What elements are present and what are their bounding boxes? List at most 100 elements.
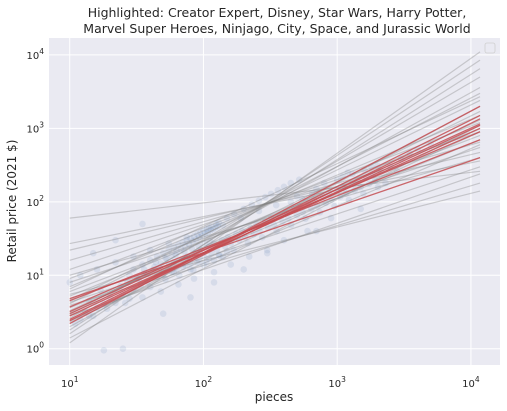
fit-line: [69, 141, 481, 261]
data-point: [215, 251, 222, 259]
x-tick-label: 102: [195, 375, 213, 390]
data-point: [272, 201, 280, 209]
data-point: [205, 255, 213, 262]
data-point: [208, 223, 215, 230]
x-axis-ticks: 101 102 103 104: [61, 375, 480, 390]
data-point: [187, 294, 194, 301]
data-point: [89, 312, 97, 320]
highlighted-fit-line: [69, 114, 481, 321]
data-point: [244, 239, 252, 247]
chart-title-line-1: Highlighted: Creator Expert, Disney, Sta…: [88, 5, 467, 20]
data-point: [313, 185, 320, 193]
data-point: [210, 268, 218, 276]
data-point: [152, 259, 160, 266]
y-tick-label: 104: [26, 47, 44, 62]
data-point: [304, 227, 311, 235]
data-point: [187, 266, 194, 273]
data-point: [207, 226, 214, 234]
data-point: [293, 211, 301, 219]
data-point: [146, 283, 154, 291]
data-point: [227, 261, 235, 268]
data-point: [126, 295, 133, 302]
data-point: [206, 238, 214, 245]
data-point: [299, 195, 306, 203]
data-point: [295, 176, 303, 184]
fit-line: [69, 151, 481, 251]
data-point: [146, 256, 154, 264]
data-point: [165, 246, 173, 254]
data-point: [159, 249, 167, 257]
data-point: [258, 233, 266, 241]
data-point: [189, 238, 196, 245]
data-point: [210, 279, 218, 286]
data-point: [139, 294, 146, 301]
data-point: [176, 272, 183, 279]
data-point: [185, 240, 193, 248]
data-point: [89, 249, 97, 257]
data-point: [223, 248, 231, 255]
data-point: [66, 279, 74, 286]
data-point: [219, 221, 227, 229]
data-point: [198, 232, 206, 240]
data-point: [159, 310, 167, 317]
data-point: [194, 259, 201, 266]
fit-line: [69, 144, 481, 322]
data-point: [293, 192, 301, 200]
fit-line: [69, 99, 481, 301]
data-point: [223, 214, 231, 222]
data-point: [374, 183, 382, 191]
fit-line: [69, 173, 481, 317]
data-point: [130, 253, 137, 260]
data-point: [344, 169, 352, 176]
y-axis-ticks: 100 101 102 103 104: [26, 47, 44, 356]
data-point: [209, 225, 217, 233]
y-tick-label: 103: [26, 120, 44, 135]
data-point: [261, 193, 269, 201]
y-tick-label: 101: [26, 267, 44, 282]
data-point: [274, 186, 282, 194]
data-point: [287, 179, 295, 187]
data-point: [248, 201, 256, 208]
highlighted-fit-lines: [69, 105, 481, 325]
data-point: [119, 345, 127, 353]
data-point: [179, 239, 187, 246]
y-axis-label: Retail price (2021 $): [5, 140, 19, 263]
data-point: [273, 227, 281, 235]
data-point: [175, 241, 182, 249]
data-point: [279, 218, 286, 225]
data-point: [201, 240, 208, 247]
data-point: [213, 220, 220, 228]
data-point: [183, 236, 191, 244]
data-point: [284, 215, 292, 222]
data-point: [263, 249, 271, 257]
highlighted-fit-line: [69, 105, 481, 325]
data-point: [215, 219, 222, 226]
data-point: [77, 271, 84, 279]
data-point: [139, 220, 146, 228]
data-point: [165, 240, 173, 247]
data-point: [200, 227, 207, 235]
data-point: [190, 275, 198, 282]
fit-line: [69, 121, 481, 280]
data-point: [255, 197, 263, 204]
data-point: [214, 222, 222, 230]
fit-line: [69, 160, 481, 245]
data-point: [320, 179, 328, 187]
data-point: [170, 244, 178, 251]
x-axis-label: pieces: [255, 390, 294, 404]
data-point: [93, 266, 101, 273]
y-tick-label: 102: [26, 194, 44, 209]
data-point: [190, 232, 198, 240]
fit-line: [69, 59, 481, 335]
data-point: [280, 236, 288, 244]
data-point: [216, 252, 223, 260]
data-point: [103, 305, 111, 313]
data-point: [139, 261, 146, 268]
fit-line: [69, 127, 481, 297]
data-point: [212, 223, 219, 231]
data-point: [181, 248, 188, 255]
data-point: [202, 259, 210, 266]
data-point: [327, 214, 335, 222]
data-point: [202, 226, 210, 233]
